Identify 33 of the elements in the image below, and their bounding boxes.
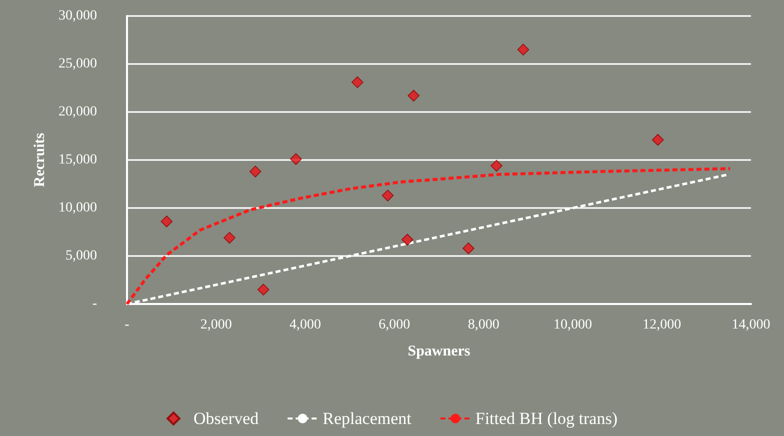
x-tick-label: 10,000 <box>553 318 592 332</box>
x-tick-label: 8,000 <box>468 318 500 332</box>
x-tick-label: 2,000 <box>200 318 232 332</box>
x-axis-title: Spawners <box>408 344 470 360</box>
point <box>290 153 302 165</box>
legend-label: Replacement <box>322 409 412 428</box>
point <box>408 90 420 102</box>
y-tick-label: 15,000 <box>58 152 97 168</box>
y-axis-title: Recruits <box>32 132 48 188</box>
x-tick-label: 4,000 <box>290 318 322 332</box>
point <box>517 44 530 56</box>
y-tick-label: 20,000 <box>58 104 97 120</box>
point <box>249 166 262 178</box>
legend-label: Observed <box>193 409 260 428</box>
point <box>652 134 664 146</box>
y-tick-label: 25,000 <box>58 56 97 72</box>
point <box>257 284 270 296</box>
point <box>224 232 236 244</box>
x-tick-label: 14,000 <box>732 318 770 332</box>
legend-label: Fitted BH (log trans) <box>475 409 618 428</box>
y-tick-label: - <box>92 296 98 312</box>
point <box>160 216 173 228</box>
y-tick-label: 5,000 <box>66 248 97 264</box>
y-tick-label: 30,000 <box>58 8 97 24</box>
point <box>490 160 502 172</box>
y-tick-label: 10,000 <box>58 200 97 216</box>
point <box>462 242 474 254</box>
x-tick-label: - <box>124 318 130 332</box>
point <box>401 234 414 246</box>
point <box>382 190 394 202</box>
x-tick-label: 12,000 <box>642 318 682 332</box>
point <box>352 76 364 88</box>
x-tick-label: 6,000 <box>378 318 410 332</box>
